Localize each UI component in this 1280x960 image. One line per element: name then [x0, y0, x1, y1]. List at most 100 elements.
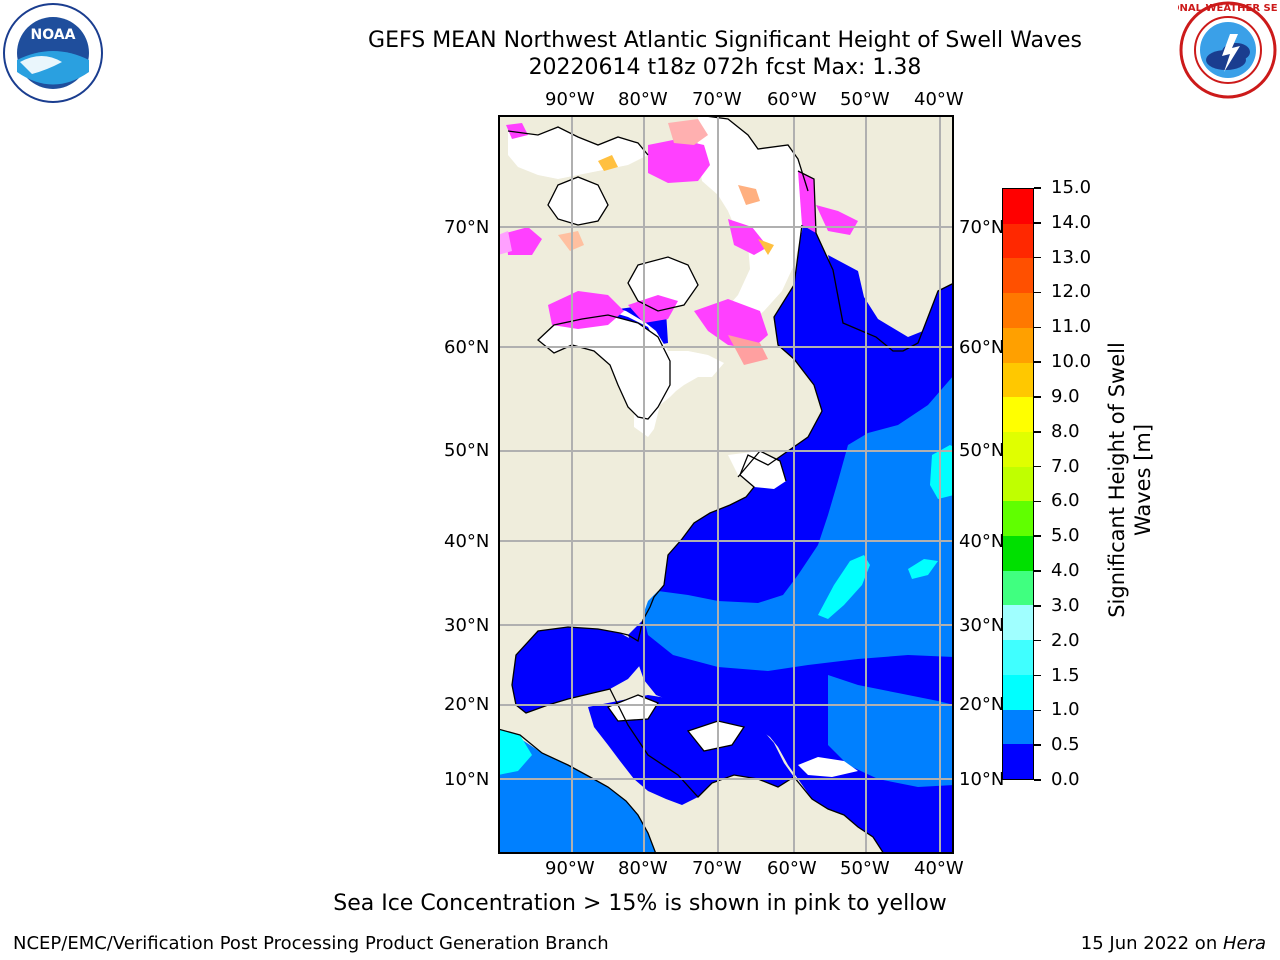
colorbar-segment: [1003, 709, 1033, 745]
colorbar-tick-mark: [1034, 779, 1041, 781]
colorbar-tick-label: 6.0: [1051, 490, 1080, 512]
colorbar-ticks: 0.0 0.5 1.0 1.5 2.0 3.0 4.0 5.0 6.0 7.0 8.0 9.0 10.0…: [1034, 177, 1114, 790]
lon-label-top-70w: 70°W: [692, 89, 742, 110]
colorbar-segment: [1003, 674, 1033, 710]
map-panel: [498, 115, 954, 854]
colorbar-tick-label: 8.0: [1051, 420, 1080, 442]
swell-mid-region: [643, 375, 954, 671]
chart-title: GEFS MEAN Northwest Atlantic Significant…: [368, 28, 1082, 53]
footer-date: 15 Jun 2022 on: [1080, 933, 1223, 954]
nws-ring-text: NATIONAL WEATHER SERVICE: [1178, 3, 1278, 14]
colorbar-segment: [1003, 189, 1033, 224]
colorbar-segment: [1003, 397, 1033, 432]
colorbar-tick-mark: [1034, 326, 1041, 329]
noaa-logo-text: NOAA: [31, 27, 76, 43]
lat-label-left-70n: 70°N: [444, 217, 490, 238]
colorbar-segment: [1003, 362, 1033, 398]
lon-label-top-50w: 50°W: [840, 89, 890, 110]
colorbar-segment: [1003, 258, 1033, 294]
lat-label-right-10n: 10°N: [959, 769, 1005, 790]
lat-label-right-60n: 60°N: [959, 337, 1005, 358]
lat-label-left-40n: 40°N: [444, 531, 490, 552]
colorbar-tick-mark: [1034, 535, 1041, 537]
colorbar-tick-mark: [1034, 396, 1041, 398]
colorbar-tick-label: 4.0: [1051, 560, 1080, 582]
lat-label-right-40n: 40°N: [959, 531, 1005, 552]
colorbar-tick-label: 10.0: [1051, 351, 1092, 373]
colorbar-tick-mark: [1034, 674, 1041, 677]
map-frame: [498, 115, 954, 854]
lon-label-bottom-60w: 60°W: [767, 858, 817, 879]
colorbar-segment: [1003, 744, 1033, 779]
colorbar-tick-mark: [1034, 222, 1041, 224]
colorbar-tick-mark: [1034, 291, 1041, 294]
colorbar-tick-label: 11.0: [1051, 316, 1092, 338]
pacific-ocean: [498, 729, 656, 854]
colorbar-tick-mark: [1034, 256, 1041, 259]
colorbar-label-line1: Significant Height of Swell: [1105, 342, 1129, 618]
lat-label-right-50n: 50°N: [959, 440, 1005, 461]
sea-ice-note-text: Sea Ice Concentration > 15% is shown in …: [333, 891, 947, 916]
lat-label-left-60n: 60°N: [444, 337, 490, 358]
colorbar-label: Significant Height of Swell Waves [m]: [1100, 290, 1160, 670]
lat-label-right-30n: 30°N: [959, 615, 1005, 636]
colorbar-tick-label: 12.0: [1051, 281, 1092, 303]
colorbar-tick-label: 3.0: [1051, 594, 1080, 616]
swell-high-patch: [818, 555, 870, 619]
lon-label-top-40w: 40°W: [914, 89, 964, 110]
graticule: [498, 115, 954, 854]
colorbar-tick-mark: [1034, 639, 1041, 642]
colorbar-segment: [1003, 570, 1033, 606]
sea-ice-overlay: [498, 119, 858, 365]
lon-label-top-80w: 80°W: [618, 89, 668, 110]
colorbar-segment: [1003, 605, 1033, 641]
colorbar-tick-label: 5.0: [1051, 525, 1080, 547]
colorbar-segment: [1003, 466, 1033, 502]
colorbar: [1002, 188, 1034, 780]
colorbar-tick-mark: [1034, 187, 1041, 189]
colorbar-tick-label: 14.0: [1051, 211, 1092, 233]
colorbar-tick-label: 13.0: [1051, 246, 1092, 268]
labrador-sea: [828, 255, 954, 351]
colorbar-segment: [1003, 640, 1033, 675]
colorbar-segment: [1003, 431, 1033, 467]
colorbar-tick-label: 2.0: [1051, 629, 1080, 651]
hudson-bay-nodata: [548, 303, 724, 437]
sea-ice-note: Sea Ice Concentration > 15% is shown in …: [0, 891, 1280, 916]
colorbar-tick-mark: [1034, 431, 1041, 433]
lat-label-left-30n: 30°N: [444, 615, 490, 636]
colorbar-tick-label: 1.0: [1051, 699, 1080, 721]
colorbar-tick-label: 15.0: [1051, 177, 1092, 198]
ocean-atlantic: [628, 171, 954, 854]
lat-label-left-50n: 50°N: [444, 440, 490, 461]
noaa-logo: NOAA: [2, 2, 104, 104]
lon-label-bottom-70w: 70°W: [692, 858, 742, 879]
lon-label-bottom-80w: 80°W: [618, 858, 668, 879]
footer-left: NCEP/EMC/Verification Post Processing Pr…: [13, 933, 609, 954]
caribbean-sea: [588, 695, 794, 805]
nws-logo: NATIONAL WEATHER SERVICE: [1145, 0, 1280, 100]
colorbar-label-line2: Waves [m]: [1131, 424, 1155, 536]
chart-subtitle: 20220614 t18z 072h fcst Max: 1.38: [528, 55, 922, 80]
colorbar-tick-label: 9.0: [1051, 385, 1080, 407]
colorbar-tick-mark: [1034, 605, 1041, 607]
lat-label-left-20n: 20°N: [444, 694, 490, 715]
colorbar-tick-mark: [1034, 500, 1041, 503]
colorbar-segment: [1003, 327, 1033, 363]
footer-host: Hera: [1222, 933, 1266, 954]
colorbar-tick-mark: [1034, 465, 1041, 468]
footer-right: 15 Jun 2022 on Hera: [1081, 933, 1266, 954]
gulf-of-mexico: [512, 627, 642, 713]
colorbar-tick-mark: [1034, 570, 1041, 572]
colorbar-tick-mark: [1034, 361, 1041, 363]
lon-label-bottom-90w: 90°W: [545, 858, 595, 879]
colorbar-segment: [1003, 501, 1033, 537]
lat-label-left-10n: 10°N: [444, 769, 490, 790]
colorbar-segment: [1003, 223, 1033, 259]
colorbar-tick-mark: [1034, 744, 1041, 746]
colorbar-tick-label: 0.0: [1051, 769, 1080, 790]
lon-label-top-90w: 90°W: [545, 89, 595, 110]
coastlines: [498, 115, 954, 854]
lon-label-top-60w: 60°W: [767, 89, 817, 110]
colorbar-segment: [1003, 536, 1033, 571]
